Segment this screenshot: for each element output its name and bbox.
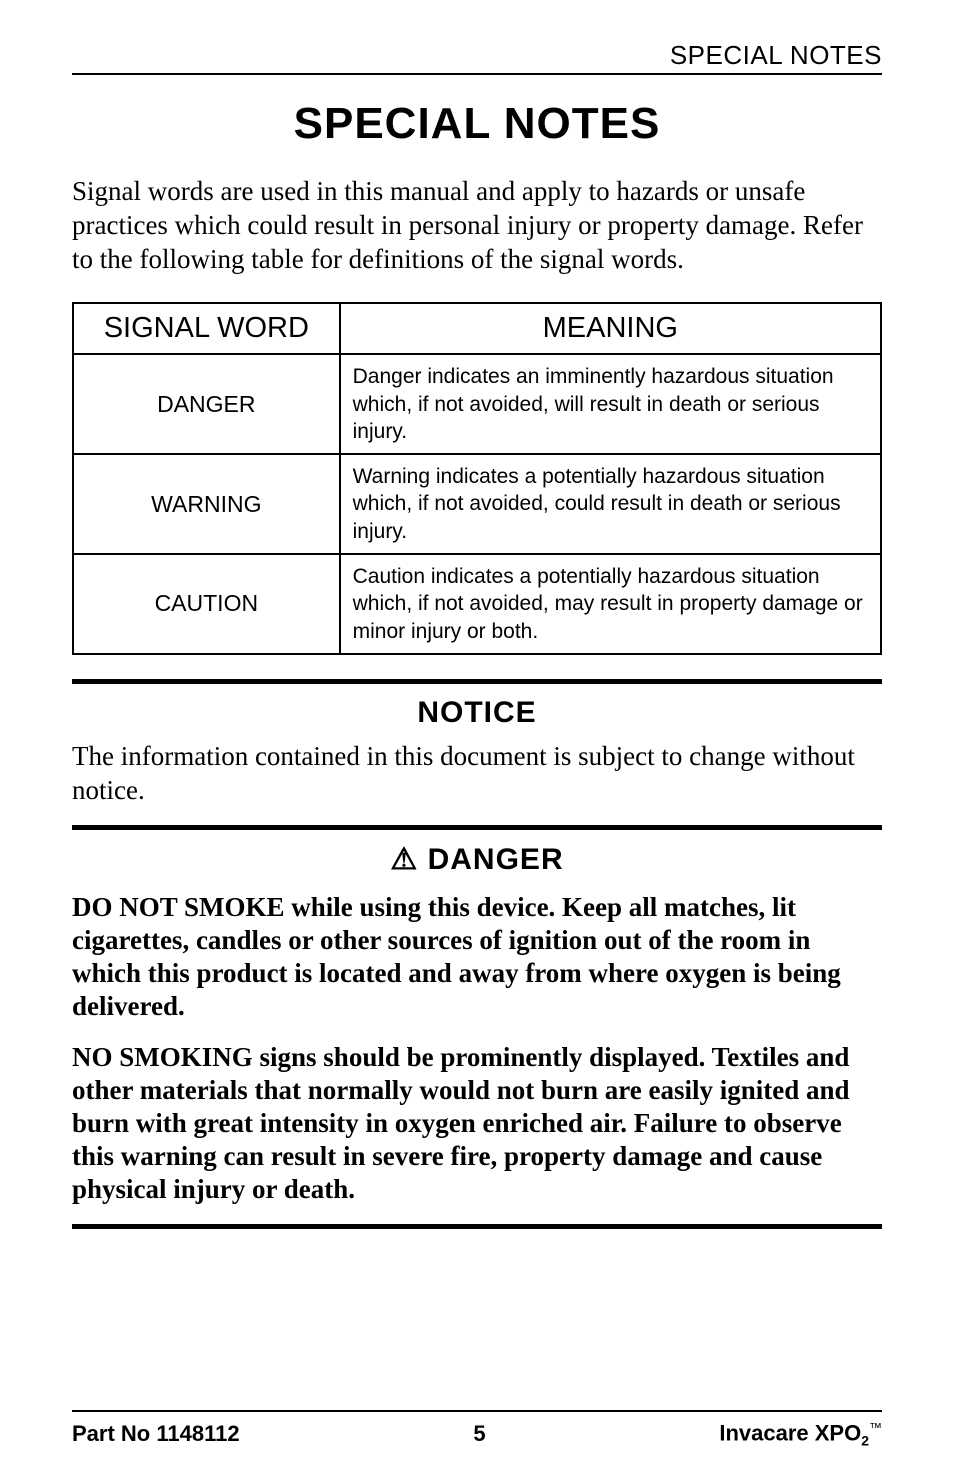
footer-page-number: 5 (473, 1421, 485, 1447)
danger-rule-top (72, 825, 882, 830)
notice-rule-top (72, 679, 882, 684)
cell-meaning: Caution indicates a potentially hazardou… (340, 554, 881, 654)
danger-rule-bottom (72, 1224, 882, 1229)
cell-meaning: Danger indicates an imminently hazardous… (340, 354, 881, 454)
footer-tm: ™ (869, 1420, 882, 1435)
danger-heading: ⚠ DANGER (72, 842, 882, 877)
table-row: DANGER Danger indicates an imminently ha… (73, 354, 881, 454)
header-rule (72, 73, 882, 75)
running-head: SPECIAL NOTES (72, 40, 882, 71)
signal-word-table: SIGNAL WORD MEANING DANGER Danger indica… (72, 302, 882, 655)
cell-signal-word: WARNING (73, 454, 340, 554)
cell-signal-word: CAUTION (73, 554, 340, 654)
notice-heading: NOTICE (72, 696, 882, 730)
table-header-row: SIGNAL WORD MEANING (73, 303, 881, 354)
page-footer: Part No 1148112 5 Invacare XPO2™ (72, 1410, 882, 1449)
footer-left: Part No 1148112 (72, 1421, 240, 1447)
footer-rule (72, 1410, 882, 1412)
footer-right: Invacare XPO2™ (719, 1420, 882, 1449)
table-row: WARNING Warning indicates a potentially … (73, 454, 881, 554)
cell-meaning: Warning indicates a potentially hazardou… (340, 454, 881, 554)
danger-paragraph-2: NO SMOKING signs should be prominently d… (72, 1041, 882, 1206)
table-row: CAUTION Caution indicates a potentially … (73, 554, 881, 654)
footer-product: Invacare XPO (719, 1421, 861, 1446)
danger-paragraph-1: DO NOT SMOKE while using this device. Ke… (72, 891, 882, 1023)
footer-sub: 2 (861, 1433, 869, 1449)
notice-body: The information contained in this docume… (72, 740, 882, 808)
intro-paragraph: Signal words are used in this manual and… (72, 175, 882, 276)
col-signal-word: SIGNAL WORD (73, 303, 340, 354)
col-meaning: MEANING (340, 303, 881, 354)
page-title: SPECIAL NOTES (72, 99, 882, 149)
cell-signal-word: DANGER (73, 354, 340, 454)
